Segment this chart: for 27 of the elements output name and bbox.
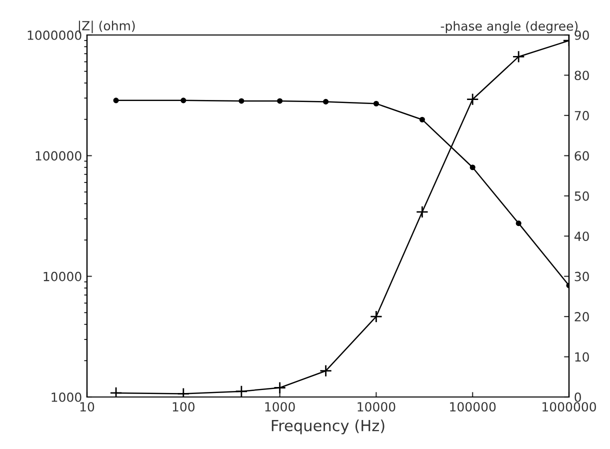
y2-tick-label: 30 — [574, 272, 589, 282]
y2-tick-label: 60 — [574, 151, 589, 161]
y-axis-title: |Z| (ohm) — [78, 20, 135, 34]
y2-tick-label: 50 — [574, 191, 589, 201]
point — [470, 164, 476, 170]
point — [277, 98, 283, 104]
point — [180, 98, 186, 104]
x-tick-label: 10 — [80, 402, 94, 412]
x-tick-label: 1000 — [265, 402, 295, 412]
x-tick-label: 100000 — [450, 402, 496, 412]
point — [373, 100, 379, 106]
y2-tick-label: 70 — [574, 110, 589, 120]
y2-tick-label: 0 — [574, 392, 581, 402]
y2-tick-label: 40 — [574, 232, 589, 242]
point — [419, 116, 425, 122]
x-tick-label: 100 — [172, 402, 194, 412]
x-tick-label: 10000 — [358, 402, 396, 412]
x-tick-label: 1000000 — [542, 402, 596, 412]
y-tick-label: 1000000 — [28, 30, 82, 40]
y-tick-label: 1000 — [52, 392, 82, 402]
x-axis-title: Frequency (Hz) — [272, 420, 384, 434]
y-tick-label: 10000 — [44, 272, 82, 282]
y-tick-label: 100000 — [36, 151, 82, 161]
y2-tick-label: 10 — [575, 352, 589, 362]
point — [516, 220, 522, 226]
y2-tick-label: 80 — [574, 70, 589, 80]
y2-tick-label: 20 — [574, 312, 589, 322]
